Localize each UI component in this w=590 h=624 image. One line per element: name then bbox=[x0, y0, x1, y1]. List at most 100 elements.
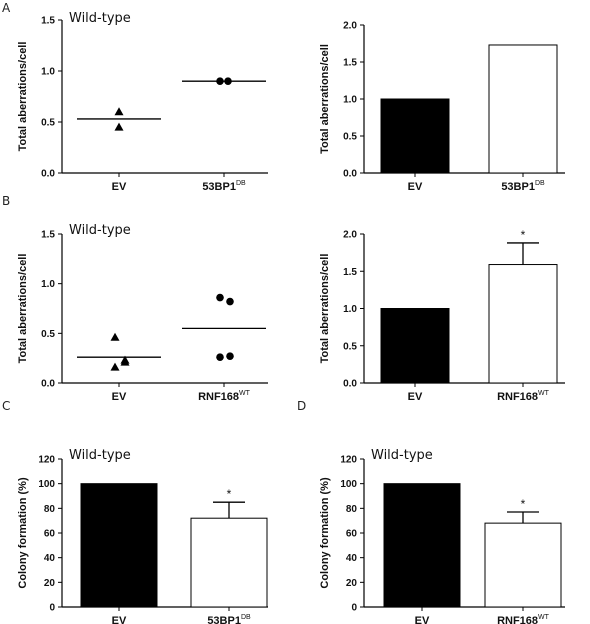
data-point-triangle bbox=[114, 107, 124, 116]
chart-title: Wild-type bbox=[69, 11, 131, 26]
x-category-label: 53BP1DB bbox=[207, 614, 251, 624]
y-tick-label: 1.0 bbox=[41, 279, 55, 290]
y-tick-label: 1.5 bbox=[343, 267, 357, 278]
x-category-label: RNF168WT bbox=[198, 390, 251, 403]
bar bbox=[380, 308, 450, 384]
bar bbox=[380, 98, 450, 174]
chart-title: Wild-type bbox=[69, 223, 131, 238]
y-axis-title: Total aberrations/cell bbox=[17, 254, 29, 364]
y-tick-label: 0.5 bbox=[343, 132, 357, 143]
x-category-label: EV bbox=[408, 391, 423, 403]
significance-marker: * bbox=[227, 487, 232, 501]
chart-b-scatter-2: 0.0 0.5 1.0 1.5 Total aberrations/cell EV RNF1… bbox=[17, 223, 268, 403]
y-tick-label: 0.0 bbox=[343, 379, 357, 390]
x-category-text: EV bbox=[112, 181, 127, 193]
chart-c-bar-4: 0 20 40 60 80 100 120 Colony formation (%) EV 53B… bbox=[17, 448, 268, 624]
significance-marker: * bbox=[521, 497, 526, 511]
x-category-text: RNF168 bbox=[198, 391, 239, 403]
y-tick-label: 120 bbox=[38, 455, 55, 466]
chart-a-scatter-0: 0.0 0.5 1.0 1.5 Total aberrations/cell EV 53BP… bbox=[17, 11, 268, 193]
x-category-label: RNF168WT bbox=[497, 614, 550, 624]
data-point-circle bbox=[216, 353, 224, 361]
bar bbox=[80, 483, 158, 608]
y-tick-label: 0 bbox=[351, 603, 357, 614]
data-point-triangle bbox=[120, 357, 130, 366]
bar bbox=[383, 483, 461, 608]
y-tick-label: 2.0 bbox=[343, 230, 357, 241]
y-tick-label: 0.0 bbox=[41, 379, 55, 390]
y-tick-label: 80 bbox=[346, 504, 358, 515]
significance-marker: * bbox=[521, 228, 526, 242]
chart-title: Wild-type bbox=[371, 448, 433, 463]
y-tick-label: 0.5 bbox=[41, 329, 55, 340]
x-category-text: RNF168 bbox=[497, 615, 538, 624]
x-category-label: 53BP1DB bbox=[202, 180, 246, 193]
panel-label-a: A bbox=[2, 1, 11, 15]
x-category-superscript: WT bbox=[538, 614, 550, 621]
x-category-text: EV bbox=[112, 391, 127, 403]
x-category-label: EV bbox=[415, 615, 430, 624]
x-category-superscript: WT bbox=[538, 390, 550, 397]
panel-label-c: C bbox=[2, 399, 10, 413]
chart-d-bar-5: 0 20 40 60 80 100 120 Colony formation (%) EV RNF… bbox=[319, 448, 565, 624]
y-tick-label: 120 bbox=[340, 455, 357, 466]
bar bbox=[484, 522, 562, 608]
y-tick-label: 2.0 bbox=[343, 21, 357, 32]
x-category-text: 53BP1 bbox=[501, 181, 535, 193]
y-tick-label: 1.5 bbox=[41, 230, 55, 241]
y-axis-title: Colony formation (%) bbox=[17, 477, 29, 589]
y-tick-label: 80 bbox=[44, 504, 56, 515]
x-category-label: EV bbox=[112, 181, 127, 193]
data-point-circle bbox=[216, 293, 224, 302]
panel-label-d: D bbox=[297, 399, 306, 413]
y-tick-label: 100 bbox=[38, 479, 55, 490]
y-axis-title: Total aberrations/cell bbox=[319, 254, 331, 364]
y-tick-label: 1.0 bbox=[41, 67, 55, 78]
y-tick-label: 20 bbox=[346, 578, 358, 589]
chart-a-bar-1: 0.0 0.5 1.0 1.5 2.0 Total aberrations/cell EV 5… bbox=[319, 21, 565, 193]
x-category-superscript: DB bbox=[241, 614, 251, 621]
y-tick-label: 0.5 bbox=[41, 118, 55, 129]
chart-b-bar-3: 0.0 0.5 1.0 1.5 2.0 Total aberrations/cell EV R… bbox=[319, 228, 565, 403]
y-tick-label: 60 bbox=[44, 529, 56, 540]
bar bbox=[488, 264, 558, 384]
y-axis-title: Colony formation (%) bbox=[319, 477, 331, 589]
data-point-triangle bbox=[114, 122, 124, 131]
y-tick-label: 1.5 bbox=[343, 58, 357, 69]
x-category-label: 53BP1DB bbox=[501, 180, 545, 193]
y-tick-label: 1.5 bbox=[41, 16, 55, 27]
data-point-circle bbox=[226, 352, 234, 360]
bar bbox=[488, 44, 558, 174]
x-category-text: EV bbox=[408, 391, 423, 403]
x-category-label: EV bbox=[112, 391, 127, 403]
x-category-label: RNF168WT bbox=[497, 390, 550, 403]
y-tick-label: 40 bbox=[44, 553, 56, 564]
x-category-superscript: DB bbox=[535, 180, 545, 187]
y-tick-label: 100 bbox=[340, 479, 357, 490]
y-axis-title: Total aberrations/cell bbox=[17, 42, 29, 152]
x-category-superscript: DB bbox=[236, 180, 246, 187]
y-tick-label: 60 bbox=[346, 529, 358, 540]
x-category-text: 53BP1 bbox=[207, 615, 241, 624]
x-category-label: EV bbox=[408, 181, 423, 193]
chart-title: Wild-type bbox=[69, 448, 131, 463]
y-tick-label: 0.5 bbox=[343, 341, 357, 352]
y-tick-label: 1.0 bbox=[343, 95, 357, 106]
bar bbox=[190, 517, 268, 608]
data-point-triangle bbox=[110, 332, 120, 341]
x-category-text: 53BP1 bbox=[202, 181, 236, 193]
y-tick-label: 1.0 bbox=[343, 304, 357, 315]
panel-label-b: B bbox=[2, 194, 10, 208]
data-point-triangle bbox=[110, 362, 120, 371]
y-tick-label: 0.0 bbox=[41, 169, 55, 180]
y-tick-label: 20 bbox=[44, 578, 56, 589]
data-point-circle bbox=[226, 297, 234, 306]
y-axis-title: Total aberrations/cell bbox=[319, 44, 331, 154]
x-category-superscript: WT bbox=[239, 390, 251, 397]
x-category-text: RNF168 bbox=[497, 391, 538, 403]
x-category-text: EV bbox=[112, 615, 127, 624]
y-tick-label: 40 bbox=[346, 553, 358, 564]
x-category-label: EV bbox=[112, 615, 127, 624]
x-category-text: EV bbox=[415, 615, 430, 624]
